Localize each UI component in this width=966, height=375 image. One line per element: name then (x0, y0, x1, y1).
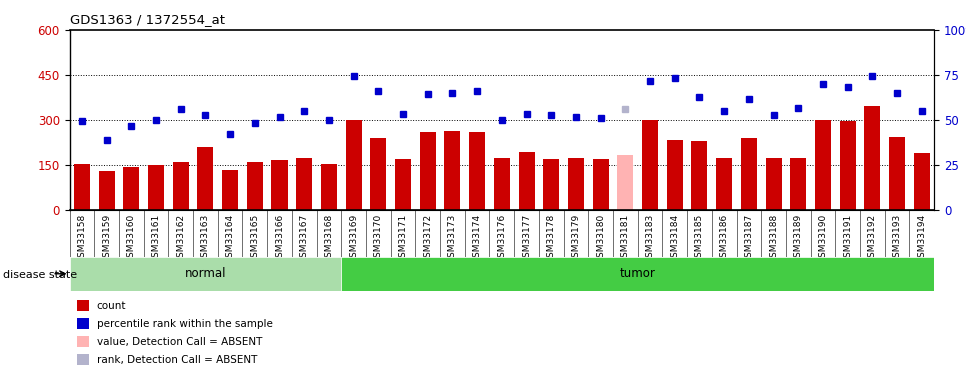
Bar (765, 158, 781, 210)
Text: count: count (97, 301, 127, 310)
Bar (889, 136, 905, 210)
Bar (692, 141, 707, 210)
Bar (839, 122, 856, 210)
Bar (419, 132, 436, 210)
Bar (667, 140, 683, 210)
Bar (716, 158, 732, 210)
Text: GSM33169: GSM33169 (349, 214, 358, 263)
Text: GSM33162: GSM33162 (176, 214, 185, 263)
Bar (914, 153, 930, 210)
Bar (370, 138, 386, 210)
Text: GSM33184: GSM33184 (670, 214, 679, 263)
Text: normal: normal (185, 267, 226, 280)
Bar (865, 106, 880, 210)
Text: GSM33171: GSM33171 (399, 214, 408, 263)
Text: GSM33183: GSM33183 (645, 214, 655, 263)
Text: GSM33181: GSM33181 (621, 214, 630, 263)
Text: GSM33166: GSM33166 (275, 214, 284, 263)
Bar (124, 166, 139, 210)
Bar (494, 158, 510, 210)
Bar (444, 130, 461, 210)
Bar (297, 158, 312, 210)
Bar (617, 154, 634, 210)
Bar (341, 257, 934, 291)
Text: GSM33174: GSM33174 (472, 214, 482, 263)
Text: GSM33180: GSM33180 (596, 214, 605, 263)
Text: GSM33165: GSM33165 (250, 214, 259, 263)
Bar (519, 152, 534, 210)
Text: GSM33187: GSM33187 (745, 214, 753, 263)
Text: GSM33191: GSM33191 (843, 214, 852, 263)
Bar (741, 138, 757, 210)
Text: GDS1363 / 1372554_at: GDS1363 / 1372554_at (70, 13, 224, 26)
Bar (99, 171, 115, 210)
Text: GSM33188: GSM33188 (769, 214, 778, 263)
Text: GSM33186: GSM33186 (720, 214, 728, 263)
Text: value, Detection Call = ABSENT: value, Detection Call = ABSENT (97, 337, 262, 346)
Bar (70, 257, 341, 291)
Bar (642, 120, 658, 210)
Bar (197, 147, 213, 210)
Text: GSM33159: GSM33159 (102, 214, 111, 263)
Bar (321, 164, 337, 210)
Text: GSM33164: GSM33164 (226, 214, 235, 263)
Bar (395, 159, 412, 210)
Bar (815, 120, 831, 210)
Text: tumor: tumor (620, 267, 656, 280)
Text: percentile rank within the sample: percentile rank within the sample (97, 319, 272, 328)
Text: GSM33177: GSM33177 (522, 214, 531, 263)
Text: GSM33160: GSM33160 (127, 214, 136, 263)
Text: GSM33193: GSM33193 (893, 214, 901, 263)
Text: GSM33179: GSM33179 (572, 214, 581, 263)
Text: GSM33172: GSM33172 (423, 214, 432, 263)
Text: GSM33158: GSM33158 (77, 214, 86, 263)
Text: GSM33178: GSM33178 (547, 214, 555, 263)
Text: GSM33167: GSM33167 (299, 214, 309, 263)
Bar (173, 162, 188, 210)
Text: GSM33189: GSM33189 (794, 214, 803, 263)
Bar (148, 165, 164, 210)
Bar (790, 158, 807, 210)
Text: GSM33192: GSM33192 (867, 214, 877, 263)
Text: GSM33173: GSM33173 (448, 214, 457, 263)
Bar (246, 162, 263, 210)
Bar (271, 160, 288, 210)
Bar (222, 170, 239, 210)
Text: rank, Detection Call = ABSENT: rank, Detection Call = ABSENT (97, 355, 257, 364)
Bar (346, 120, 361, 210)
Text: disease state: disease state (3, 270, 77, 279)
Text: GSM33163: GSM33163 (201, 214, 210, 263)
Bar (469, 132, 485, 210)
Text: GSM33168: GSM33168 (325, 214, 333, 263)
Text: GSM33190: GSM33190 (818, 214, 828, 263)
Bar (592, 159, 609, 210)
Text: GSM33185: GSM33185 (695, 214, 704, 263)
Bar (568, 158, 584, 210)
Text: GSM33176: GSM33176 (497, 214, 506, 263)
Text: GSM33194: GSM33194 (918, 214, 926, 263)
Text: GSM33170: GSM33170 (374, 214, 383, 263)
Bar (73, 164, 90, 210)
Bar (543, 159, 559, 210)
Text: GSM33161: GSM33161 (152, 214, 160, 263)
